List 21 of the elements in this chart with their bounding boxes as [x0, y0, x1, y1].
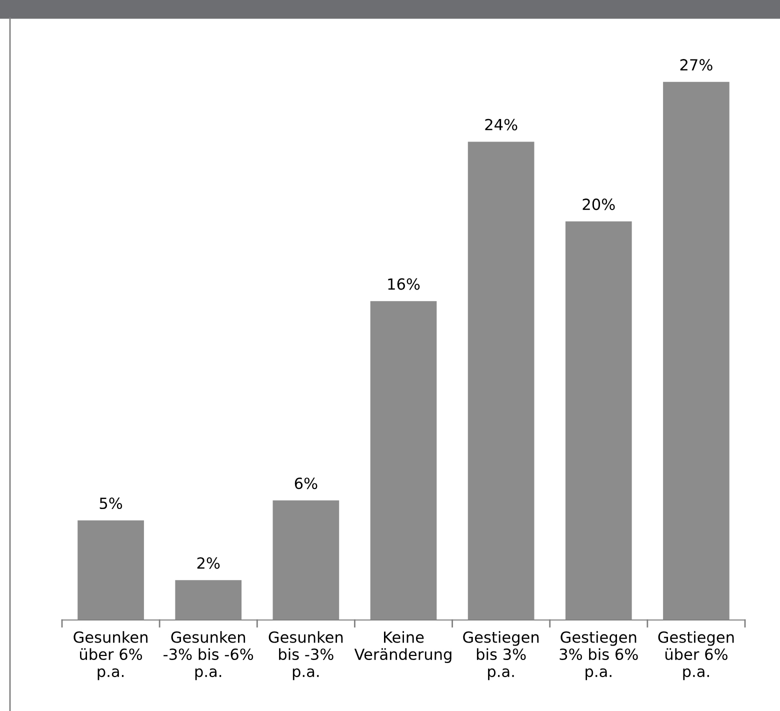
data-label: 2%	[197, 557, 220, 569]
data-label: 16%	[388, 278, 420, 290]
bar	[370, 301, 437, 620]
bar	[78, 520, 144, 620]
bar	[663, 82, 730, 620]
data-label: 27%	[680, 59, 712, 71]
bar	[272, 500, 340, 620]
x-tick-label: Keine Veränderung	[354, 631, 452, 664]
x-tick-label: Gestiegen über 6% p.a.	[658, 631, 734, 680]
x-tick-label: Gesunken bis -3% p.a.	[268, 631, 343, 680]
bar	[565, 221, 632, 620]
data-label: 5%	[100, 498, 122, 510]
data-label: 20%	[582, 198, 615, 210]
data-label: 6%	[294, 478, 318, 490]
x-tick-label: Gestiegen 3% bis 6% p.a.	[560, 631, 638, 680]
x-tick-label: Gestiegen bis 3% p.a.	[463, 631, 539, 680]
x-tick-label: Gesunken -3% bis -6% p.a.	[164, 631, 254, 680]
data-label: 24%	[485, 118, 518, 130]
bar	[468, 142, 534, 620]
x-tick-label: Gesunken über 6% p.a.	[74, 631, 148, 680]
bar	[175, 580, 242, 620]
